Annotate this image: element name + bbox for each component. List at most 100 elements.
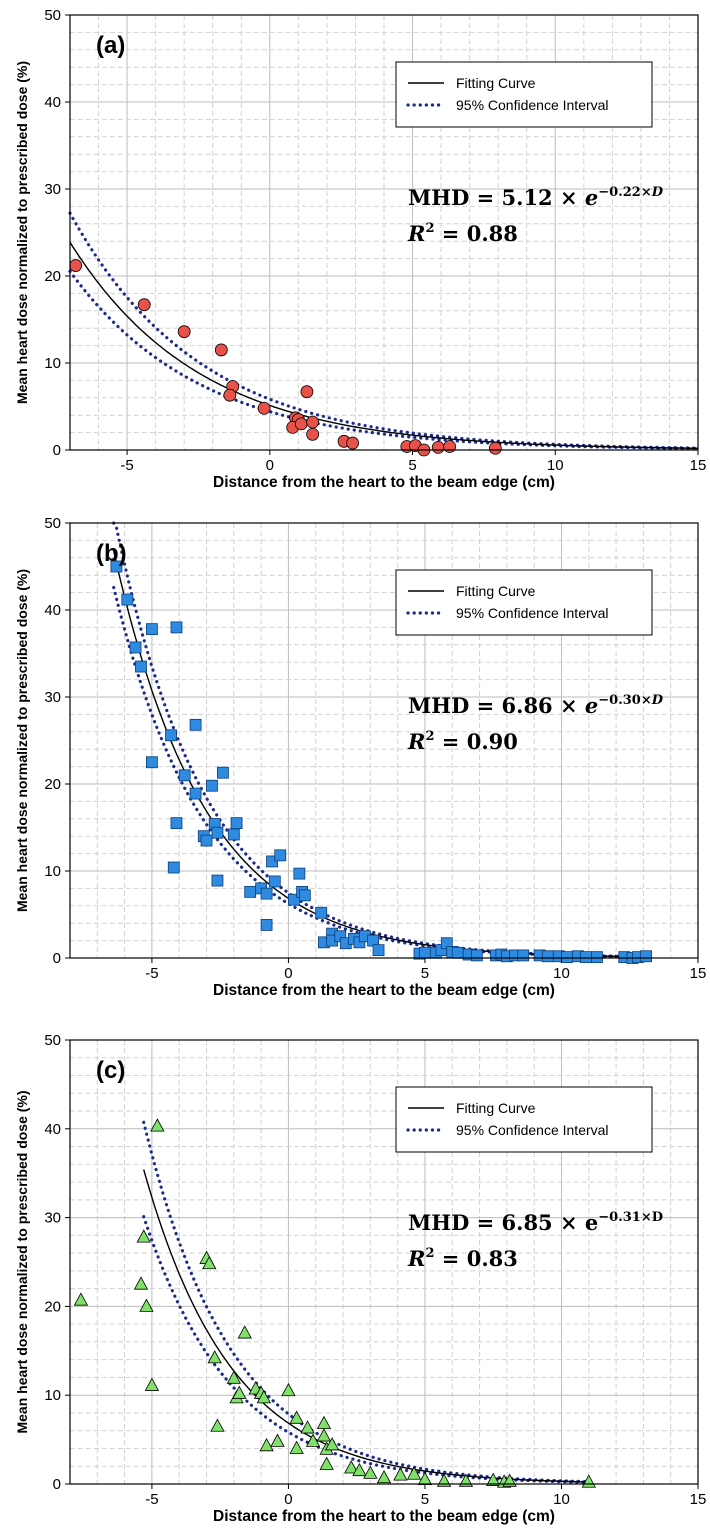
y-axis-label: Mean heart dose normalized to prescribed… bbox=[14, 1090, 30, 1433]
data-point bbox=[259, 1437, 274, 1452]
data-point bbox=[227, 828, 240, 841]
data-point bbox=[419, 946, 431, 959]
data-point bbox=[189, 718, 202, 731]
data-point bbox=[260, 919, 273, 931]
y-tick-label: 0 bbox=[53, 950, 61, 967]
data-point bbox=[223, 388, 237, 402]
data-point bbox=[170, 621, 183, 634]
equation-times: × bbox=[553, 1210, 585, 1235]
data-point bbox=[121, 593, 134, 606]
data-point bbox=[129, 641, 142, 654]
x-axis-label: Distance from the heart to the beam edge… bbox=[213, 982, 555, 999]
data-point bbox=[200, 834, 213, 847]
y-tick-label: 40 bbox=[44, 602, 61, 619]
data-point bbox=[541, 950, 554, 963]
x-axis-label: Distance from the heart to the beam edge… bbox=[213, 474, 555, 491]
data-point bbox=[470, 949, 483, 962]
equation-exponent-sign: − bbox=[598, 693, 609, 708]
data-point bbox=[363, 1465, 378, 1479]
equation-coefficient: 5.12 bbox=[502, 185, 553, 210]
data-point bbox=[217, 766, 229, 779]
data-point bbox=[436, 1473, 452, 1487]
r2-superscript: 2 bbox=[425, 1246, 434, 1261]
ci-upper-curve bbox=[68, 211, 700, 450]
equation-exponent-times: × bbox=[641, 693, 652, 708]
y-tick-label: 0 bbox=[53, 1476, 61, 1493]
chart-panel-a: 0 10 20 30 40 50 -5 0 5 10 15 Distance from the hea… bbox=[14, 7, 706, 491]
data-point bbox=[376, 1469, 392, 1484]
y-tick-label: 40 bbox=[44, 94, 61, 111]
x-tick-label: 0 bbox=[284, 965, 292, 982]
legend-label-fit: Fitting Curve bbox=[456, 1100, 536, 1116]
legend-box bbox=[395, 1086, 653, 1153]
panel-label: (a) bbox=[96, 32, 125, 59]
data-point bbox=[281, 1382, 296, 1397]
data-point bbox=[268, 875, 281, 888]
legend-label-ci: 95% Confidence Interval bbox=[456, 1122, 609, 1138]
equation-exponent-sign: − bbox=[598, 185, 609, 200]
equation-r2: R2 = 0.90 bbox=[407, 729, 518, 754]
data-point bbox=[393, 1467, 408, 1481]
data-point bbox=[298, 889, 311, 902]
data-point bbox=[289, 1440, 304, 1454]
data-point bbox=[137, 298, 151, 312]
data-point bbox=[431, 440, 445, 454]
equation-lhs: MHD = bbox=[408, 693, 502, 718]
r2-value: 0.83 bbox=[467, 1246, 518, 1271]
equation-times: × bbox=[553, 693, 585, 718]
y-tick-label: 0 bbox=[53, 442, 61, 459]
data-point bbox=[110, 560, 123, 573]
x-tick-label: -5 bbox=[145, 965, 158, 982]
data-point bbox=[486, 1472, 501, 1486]
r2-symbol: R bbox=[407, 1246, 425, 1271]
x-tick-label: 15 bbox=[690, 457, 707, 474]
r2-symbol: R bbox=[407, 729, 425, 754]
equation-exponent-var: D bbox=[651, 185, 664, 200]
y-tick-label: 50 bbox=[44, 1032, 61, 1049]
data-point bbox=[230, 817, 243, 830]
data-point bbox=[344, 1460, 359, 1474]
legend-box bbox=[395, 569, 653, 636]
equation-coefficient: 6.85 bbox=[502, 1210, 553, 1235]
x-tick-label: 10 bbox=[553, 965, 570, 982]
ci-lower-curve bbox=[68, 269, 700, 451]
data-point bbox=[293, 867, 306, 880]
data-point bbox=[443, 440, 457, 453]
data-point bbox=[167, 861, 180, 874]
data-point bbox=[300, 1420, 315, 1434]
y-tick-label: 50 bbox=[44, 7, 61, 24]
r2-equals: = bbox=[435, 729, 467, 754]
r2-value: 0.90 bbox=[467, 729, 518, 754]
r2-symbol: R bbox=[407, 221, 425, 246]
data-point bbox=[458, 1473, 474, 1487]
x-tick-label: -5 bbox=[145, 1491, 158, 1508]
data-point bbox=[305, 1433, 321, 1447]
data-point bbox=[177, 325, 191, 339]
legend: Fitting Curve 95% Confidence Interval bbox=[395, 569, 653, 636]
equation-base: e bbox=[585, 1210, 598, 1235]
ci-upper-curve bbox=[142, 1120, 591, 1484]
data-point bbox=[133, 1276, 149, 1290]
data-point bbox=[73, 1292, 89, 1306]
data-point bbox=[640, 950, 653, 963]
equation-exponent-times: × bbox=[641, 1210, 652, 1225]
data-point bbox=[178, 769, 191, 782]
y-tick-label: 50 bbox=[44, 515, 61, 532]
data-point bbox=[488, 441, 502, 455]
data-point bbox=[189, 787, 202, 800]
data-point bbox=[260, 887, 273, 900]
legend: Fitting Curve 95% Confidence Interval bbox=[395, 61, 653, 128]
plot-frame bbox=[69, 14, 699, 451]
data-point bbox=[352, 1462, 367, 1477]
equation-mhd: MHD = 6.85 × e−0.31×D bbox=[408, 1210, 663, 1235]
y-tick-label: 10 bbox=[44, 863, 61, 880]
data-point bbox=[206, 779, 218, 792]
y-axis-label: Mean heart dose normalized to prescribed… bbox=[14, 61, 30, 404]
y-tick-label: 30 bbox=[44, 1210, 61, 1227]
y-axis-label: Mean heart dose normalized to prescribed… bbox=[14, 569, 30, 912]
data-point bbox=[210, 1418, 225, 1432]
data-point bbox=[580, 951, 592, 964]
data-point bbox=[294, 417, 308, 431]
equation-lhs: MHD = bbox=[408, 185, 502, 210]
